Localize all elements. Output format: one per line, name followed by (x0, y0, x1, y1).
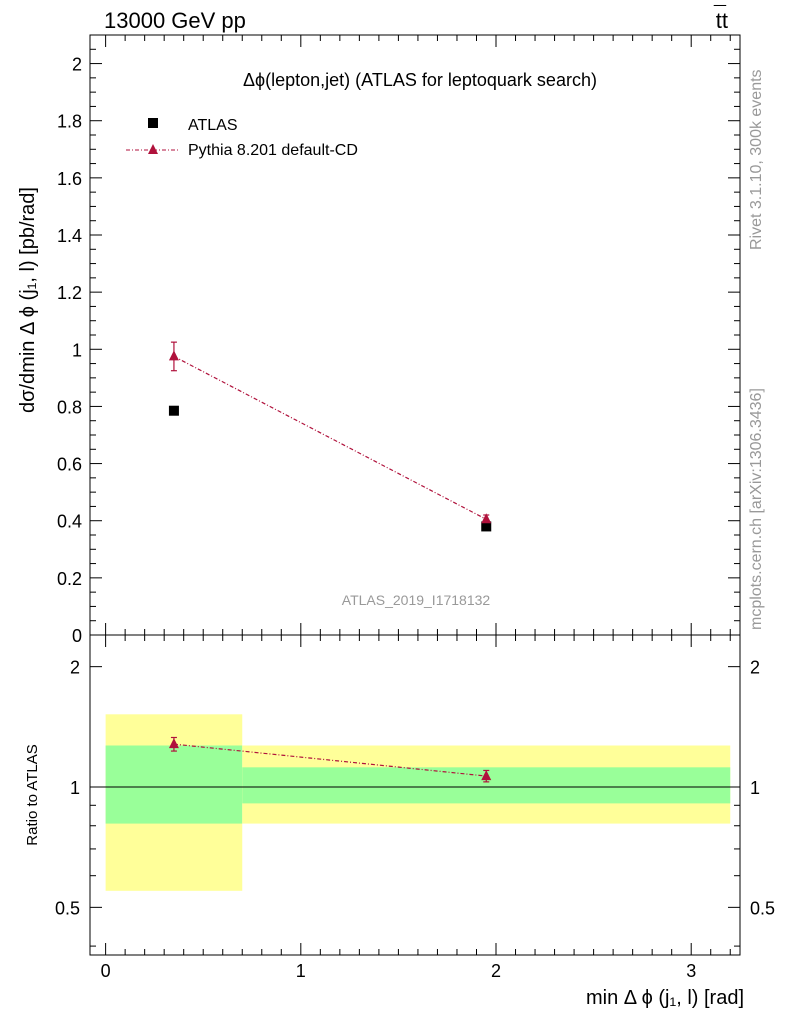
main-title: Δϕ(lepton,jet) (ATLAS for leptoquark sea… (243, 70, 597, 90)
main-panel: 0 0.2 0.4 0.6 0.8 1 1.2 1.4 1.6 1.8 2 Δϕ(lepton,je… (17, 34, 741, 646)
main-y-tick-label: 1.8 (57, 112, 82, 132)
x-tick-label: 0 (101, 961, 111, 981)
main-y-tick-label: 0.6 (57, 455, 82, 475)
ratio-frame (89, 634, 741, 956)
legend-item-pythia: Pythia 8.201 default-CD (126, 142, 358, 159)
ratio-y-tick-label: 2 (70, 658, 80, 678)
ratio-bands (105, 714, 731, 891)
legend-item-atlas: ATLAS (148, 117, 238, 134)
x-tick-label: 1 (296, 961, 306, 981)
main-y-tick-label: 0 (72, 626, 82, 646)
ratio-tick-labels: 0 1 2 3 0.5 0.5 1 1 2 2 (55, 658, 775, 981)
energy-label: 13000 GeV pp (104, 8, 246, 33)
process-bar: ¯ (713, 2, 727, 27)
main-tick-labels: 0 0.2 0.4 0.6 0.8 1 1.2 1.4 1.6 1.8 2 (57, 55, 82, 646)
main-ticks (90, 34, 740, 636)
main-y-tick-label: 1 (72, 340, 82, 360)
legend-atlas-marker (148, 118, 158, 128)
ratio-y-tick-label-right: 2 (750, 658, 760, 678)
atlas-point (168, 405, 179, 416)
atlas-point (481, 521, 492, 532)
x-tick-label: 2 (491, 961, 501, 981)
ratio-ticks (90, 635, 740, 955)
pythia-point (481, 513, 492, 524)
main-y-tick-label: 1.6 (57, 169, 82, 189)
main-y-tick-label: 1.4 (57, 226, 82, 246)
ratio-y-axis-label: Ratio to ATLAS (24, 744, 41, 845)
main-y-tick-label: 0.4 (57, 512, 82, 532)
legend-pythia-label: Pythia 8.201 default-CD (188, 142, 358, 159)
main-y-tick-label: 1.2 (57, 283, 82, 303)
ratio-pythia-point (481, 770, 492, 781)
rivet-label: Rivet 3.1.10, 300k events (748, 69, 765, 250)
main-y-tick-label: 0.8 (57, 397, 82, 417)
mcplots-label: mcplots.cern.ch [arXiv:1306.3436] (748, 388, 765, 630)
ratio-band-green (105, 745, 243, 824)
x-tick-label: 3 (686, 961, 696, 981)
main-y-tick-label: 2 (72, 55, 82, 75)
ratio-y-tick-label-right: 0.5 (750, 898, 775, 918)
process-label: tt (716, 8, 728, 33)
ratio-y-tick-label: 1 (70, 778, 80, 798)
pythia-point (168, 350, 179, 361)
main-y-tick-label: 0.2 (57, 569, 82, 589)
ratio-pythia-line (173, 743, 487, 777)
ratio-panel: 0 1 2 3 0.5 0.5 1 1 2 2 Ratio to ATLAS min Δ ϕ (j… (24, 634, 775, 1009)
ratio-series (168, 736, 492, 783)
legend: ATLAS Pythia 8.201 default-CD (126, 117, 358, 159)
ratio-y-tick-label-right: 1 (750, 778, 760, 798)
ratio-pythia-point (168, 738, 179, 749)
x-axis-label: min Δ ϕ (j₁, l) [rad] (586, 987, 744, 1009)
legend-pythia-marker (148, 144, 158, 154)
pythia-line (173, 355, 487, 520)
watermark: ATLAS_2019_I1718132 (342, 592, 491, 608)
process-main: tt (716, 8, 728, 33)
main-series (168, 341, 492, 532)
main-y-axis-label: dσ/dmin Δ ϕ (j₁, l) [pb/rad] (17, 187, 39, 413)
legend-atlas-label: ATLAS (188, 117, 238, 134)
ratio-y-tick-label: 0.5 (55, 898, 80, 918)
